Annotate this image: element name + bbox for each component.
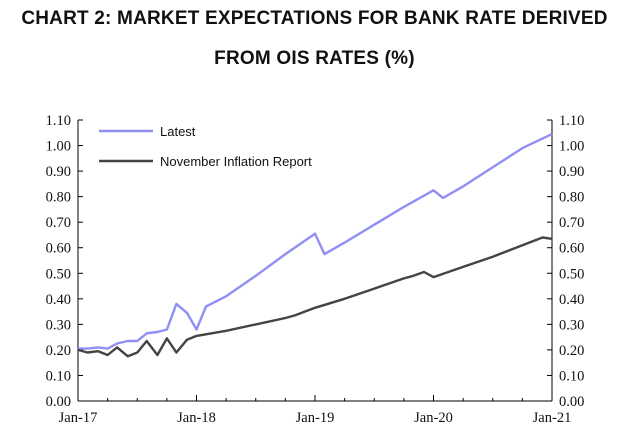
- y-tick-label-left: 1.10: [46, 113, 71, 129]
- y-tick-label-right: 0.00: [559, 394, 584, 410]
- y-tick-label-right: 0.80: [559, 190, 584, 206]
- y-tick-label-right: 1.10: [559, 113, 584, 129]
- y-tick-label-left: 0.80: [46, 190, 71, 206]
- y-tick-label-right: 0.50: [559, 266, 584, 282]
- x-tick-label: Jan-17: [59, 410, 98, 426]
- legend-label: November Inflation Report: [160, 154, 312, 169]
- y-tick-label-left: 0.60: [46, 241, 71, 257]
- series-line-november-inflation-report: [77, 236, 553, 358]
- y-tick-label-right: 0.70: [559, 215, 584, 231]
- series-line-latest: [78, 133, 553, 350]
- y-tick-label-right: 1.00: [559, 139, 584, 155]
- y-tick-label-left: 0.50: [46, 266, 71, 282]
- chart-title-line1: CHART 2: MARKET EXPECTATIONS FOR BANK RA…: [21, 8, 608, 29]
- y-tick-label-right: 0.40: [559, 292, 584, 308]
- y-tick-label-left: 0.10: [46, 368, 71, 384]
- y-tick-label-left: 0.70: [46, 215, 71, 231]
- y-tick-label-left: 0.00: [46, 394, 71, 410]
- y-tick-label-left: 1.00: [46, 139, 71, 155]
- x-tick-label: Jan-21: [533, 410, 572, 426]
- y-tick-label-right: 0.90: [559, 164, 584, 180]
- y-tick-label-left: 0.90: [46, 164, 71, 180]
- y-tick-label-left: 0.30: [46, 317, 71, 333]
- legend-label: Latest: [160, 124, 196, 139]
- y-tick-label-right: 0.30: [559, 317, 584, 333]
- x-tick-label: Jan-18: [177, 410, 216, 426]
- x-tick-label: Jan-20: [414, 410, 453, 426]
- chart-title-line2: FROM OIS RATES (%): [214, 48, 415, 69]
- y-tick-label-right: 0.60: [559, 241, 584, 257]
- y-tick-label-left: 0.20: [46, 343, 71, 359]
- y-tick-label-left: 0.40: [46, 292, 71, 308]
- y-tick-label-right: 0.20: [559, 343, 584, 359]
- x-tick-label: Jan-19: [296, 410, 335, 426]
- y-tick-label-right: 0.10: [559, 368, 584, 384]
